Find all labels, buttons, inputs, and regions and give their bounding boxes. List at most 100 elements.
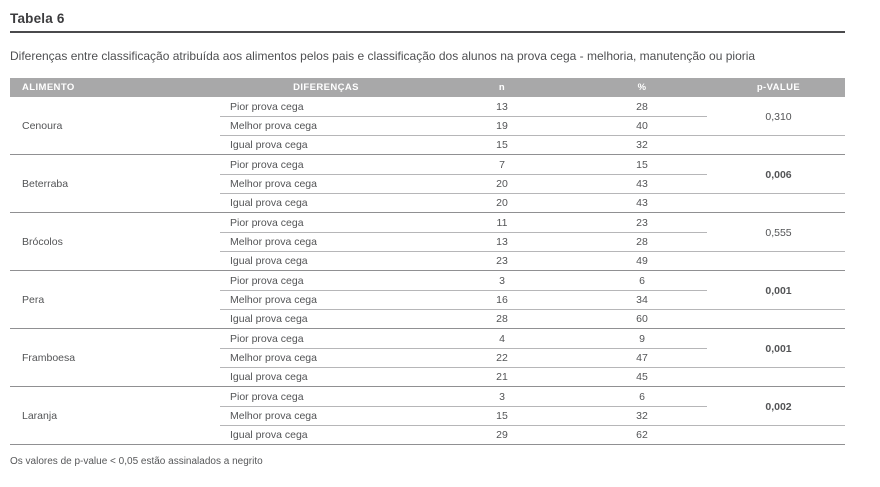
cell-n: 21 [496,371,508,384]
row-separator [220,232,707,233]
p-value: 0,001 [765,284,792,297]
cell-diferenca: Melhor prova cega [230,119,317,132]
food-name: Laranja [22,409,58,422]
table-row: Pior prova cega 7 15 [10,155,845,174]
cell-pct: 28 [636,100,648,113]
cell-n: 22 [496,351,508,364]
cell-diferenca: Melhor prova cega [230,409,317,422]
food-name: Framboesa [22,351,76,364]
cell-diferenca: Igual prova cega [230,313,308,326]
cell-diferenca: Pior prova cega [230,332,304,345]
row-separator [220,348,707,349]
page-title: Tabela 6 [10,11,65,26]
column-header-alimento: ALIMENTO [22,82,75,93]
cell-n: 3 [499,274,505,287]
table-row: Igual prova cega 20 43 [10,194,845,213]
cell-pct: 6 [639,390,645,403]
cell-n: 20 [496,177,508,190]
food-group: Brócolos Pior prova cega 11 23 Melhor prova … [10,213,845,271]
row-separator [220,290,707,291]
table-row: Igual prova cega 15 32 [10,136,845,155]
cell-pct: 40 [636,119,648,132]
table-header-row: ALIMENTO DIFERENÇAS n% p-VALUE [10,78,845,97]
cell-n: 4 [499,332,505,345]
cell-diferenca: Melhor prova cega [230,235,317,248]
cell-pct: 9 [639,332,645,345]
cell-diferenca: Pior prova cega [230,274,304,287]
food-group: Beterraba Pior prova cega 7 15 Melhor prova … [10,155,845,213]
row-separator [220,174,707,175]
table-row: Melhor prova cega 13 28 [10,232,845,251]
row-separator [220,367,845,368]
cell-n: 15 [496,139,508,152]
column-header-n: n [498,82,506,93]
cell-n: 19 [496,119,508,132]
cell-pct: 6 [639,274,645,287]
cell-diferenca: Igual prova cega [230,197,308,210]
cell-pct: 60 [636,313,648,326]
table-row: Igual prova cega 28 60 [10,310,845,329]
footnote: Os valores de p-value < 0,05 estão assin… [10,456,263,467]
cell-n: 11 [496,216,508,229]
cell-pct: 32 [636,409,648,422]
table-body: Cenoura Pior prova cega 13 28 Melhor prova c… [10,97,845,445]
table-row: Igual prova cega 29 62 [10,426,845,445]
table-row: Pior prova cega 13 28 [10,97,845,116]
cell-n: 20 [496,197,508,210]
row-separator [220,251,845,252]
food-name: Beterraba [22,177,69,190]
cell-diferenca: Pior prova cega [230,158,304,171]
table-row: Pior prova cega 3 6 [10,387,845,406]
title-rule [10,31,845,33]
table-row: Melhor prova cega 20 43 [10,174,845,193]
cell-pct: 45 [636,371,648,384]
table-row: Pior prova cega 4 9 [10,329,845,348]
column-header-pvalue: p-VALUE [756,82,801,93]
food-name: Pera [22,293,45,306]
food-group: Cenoura Pior prova cega 13 28 Melhor prova c… [10,97,845,155]
cell-diferenca: Pior prova cega [230,216,304,229]
column-header-pct: % [637,82,647,93]
cell-diferenca: Pior prova cega [230,100,304,113]
table-row: Pior prova cega 3 6 [10,271,845,290]
cell-pct: 62 [636,429,648,442]
table-row: Igual prova cega 23 49 [10,252,845,271]
cell-n: 3 [499,390,505,403]
p-value: 0,555 [765,226,792,239]
cell-diferenca: Melhor prova cega [230,177,317,190]
cell-n: 13 [496,100,508,113]
p-value: 0,001 [765,342,792,355]
cell-diferenca: Igual prova cega [230,255,308,268]
cell-diferenca: Igual prova cega [230,429,308,442]
row-separator [220,135,845,136]
column-header-diferencas: DIFERENÇAS [293,82,359,93]
cell-n: 13 [496,235,508,248]
cell-diferenca: Igual prova cega [230,139,308,152]
cell-pct: 28 [636,235,648,248]
cell-diferenca: Igual prova cega [230,371,308,384]
cell-diferenca: Melhor prova cega [230,293,317,306]
cell-pct: 32 [636,139,648,152]
cell-pct: 23 [636,216,648,229]
cell-n: 29 [496,429,508,442]
row-separator [220,425,845,426]
p-value: 0,002 [765,400,792,413]
table-row: Melhor prova cega 15 32 [10,406,845,425]
cell-pct: 43 [636,197,648,210]
cell-pct: 49 [636,255,648,268]
food-name: Brócolos [22,235,63,248]
cell-n: 16 [496,293,508,306]
row-separator [220,193,845,194]
cell-n: 23 [496,255,508,268]
data-table: ALIMENTO DIFERENÇAS n% p-VALUE Cenoura Pior … [10,78,845,445]
table-caption: Diferenças entre classificação atribuída… [10,49,756,63]
p-value: 0,310 [765,110,792,123]
row-separator [220,406,707,407]
food-group: Pera Pior prova cega 3 6 Melhor prova cega 16… [10,271,845,329]
table-row: Melhor prova cega 16 34 [10,290,845,309]
cell-diferenca: Melhor prova cega [230,351,317,364]
cell-diferenca: Pior prova cega [230,390,304,403]
food-group: Laranja Pior prova cega 3 6 Melhor prova ceg… [10,387,845,445]
cell-pct: 43 [636,177,648,190]
